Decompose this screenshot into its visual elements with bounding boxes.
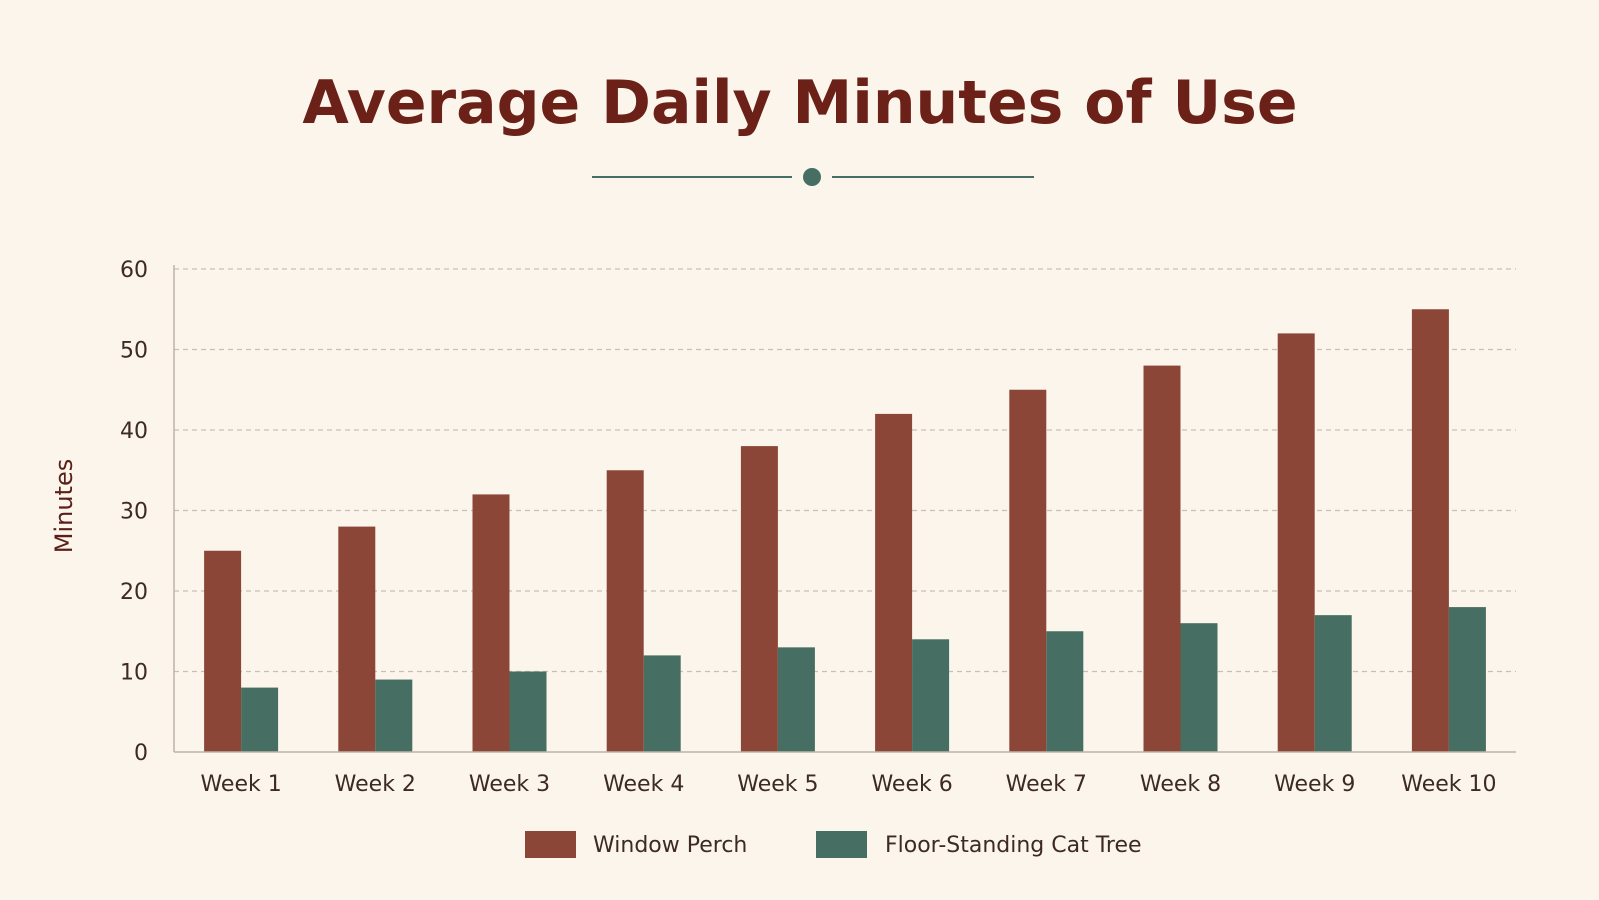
legend-swatch-floor-standing-cat-tree — [816, 831, 867, 858]
x-tick-label-week-10: Week 10 — [1401, 772, 1496, 797]
bar-window-perch-week-7 — [1009, 389, 1047, 752]
bar-floor-standing-cat-tree-week-2 — [375, 679, 413, 752]
bar-window-perch-week-10 — [1411, 309, 1449, 752]
bar-window-perch-week-9 — [1277, 333, 1315, 752]
legend-swatch-window-perch — [525, 831, 576, 858]
chart-title: Average Daily Minutes of Use — [302, 68, 1297, 138]
bar-floor-standing-cat-tree-week-1 — [241, 687, 279, 752]
bar-floor-standing-cat-tree-week-4 — [643, 655, 681, 752]
bar-floor-standing-cat-tree-week-10 — [1448, 607, 1486, 752]
x-tick-label-week-5: Week 5 — [737, 772, 818, 797]
bars — [204, 309, 1486, 752]
bar-window-perch-week-6 — [875, 413, 913, 752]
x-tick-label-week-2: Week 2 — [335, 772, 416, 797]
axes — [173, 265, 1516, 753]
y-axis-title: Minutes — [50, 459, 78, 553]
y-tick-label-20: 20 — [120, 580, 148, 605]
y-tick-label-30: 30 — [120, 500, 148, 525]
bar-floor-standing-cat-tree-week-6 — [912, 639, 950, 752]
y-tick-label-10: 10 — [120, 661, 148, 686]
y-tick-labels: 0 10 20 30 40 50 60 — [120, 258, 148, 766]
ornament-dot — [803, 168, 821, 186]
x-tick-labels: Week 1 Week 2 Week 3 Week 4 Week 5 Week 6 Week… — [200, 772, 1496, 797]
x-tick-label-week-6: Week 6 — [871, 772, 952, 797]
bar-floor-standing-cat-tree-week-7 — [1046, 631, 1084, 752]
x-tick-label-week-3: Week 3 — [469, 772, 550, 797]
y-tick-label-60: 60 — [120, 258, 148, 283]
bar-window-perch-week-4 — [606, 470, 644, 752]
bar-window-perch-week-5 — [740, 446, 778, 752]
x-tick-label-week-1: Week 1 — [200, 772, 281, 797]
y-tick-label-50: 50 — [120, 339, 148, 364]
bar-floor-standing-cat-tree-week-9 — [1314, 615, 1352, 752]
x-tick-label-week-9: Week 9 — [1274, 772, 1355, 797]
bar-window-perch-week-2 — [338, 526, 376, 752]
y-tick-label-0: 0 — [134, 741, 148, 766]
x-tick-label-week-4: Week 4 — [603, 772, 684, 797]
legend: Window Perch Floor-Standing Cat Tree — [525, 831, 1142, 858]
bar-window-perch-week-3 — [472, 494, 510, 752]
bar-floor-standing-cat-tree-week-5 — [777, 647, 815, 752]
y-tick-label-40: 40 — [120, 419, 148, 444]
x-tick-label-week-8: Week 8 — [1140, 772, 1221, 797]
legend-label-floor-standing-cat-tree: Floor-Standing Cat Tree — [885, 833, 1142, 858]
x-tick-label-week-7: Week 7 — [1006, 772, 1087, 797]
bar-floor-standing-cat-tree-week-8 — [1180, 623, 1218, 752]
bar-window-perch-week-1 — [204, 550, 242, 752]
bar-floor-standing-cat-tree-week-3 — [509, 671, 547, 752]
legend-label-window-perch: Window Perch — [593, 833, 747, 858]
title-ornament — [592, 168, 1034, 186]
bar-window-perch-week-8 — [1143, 365, 1181, 752]
